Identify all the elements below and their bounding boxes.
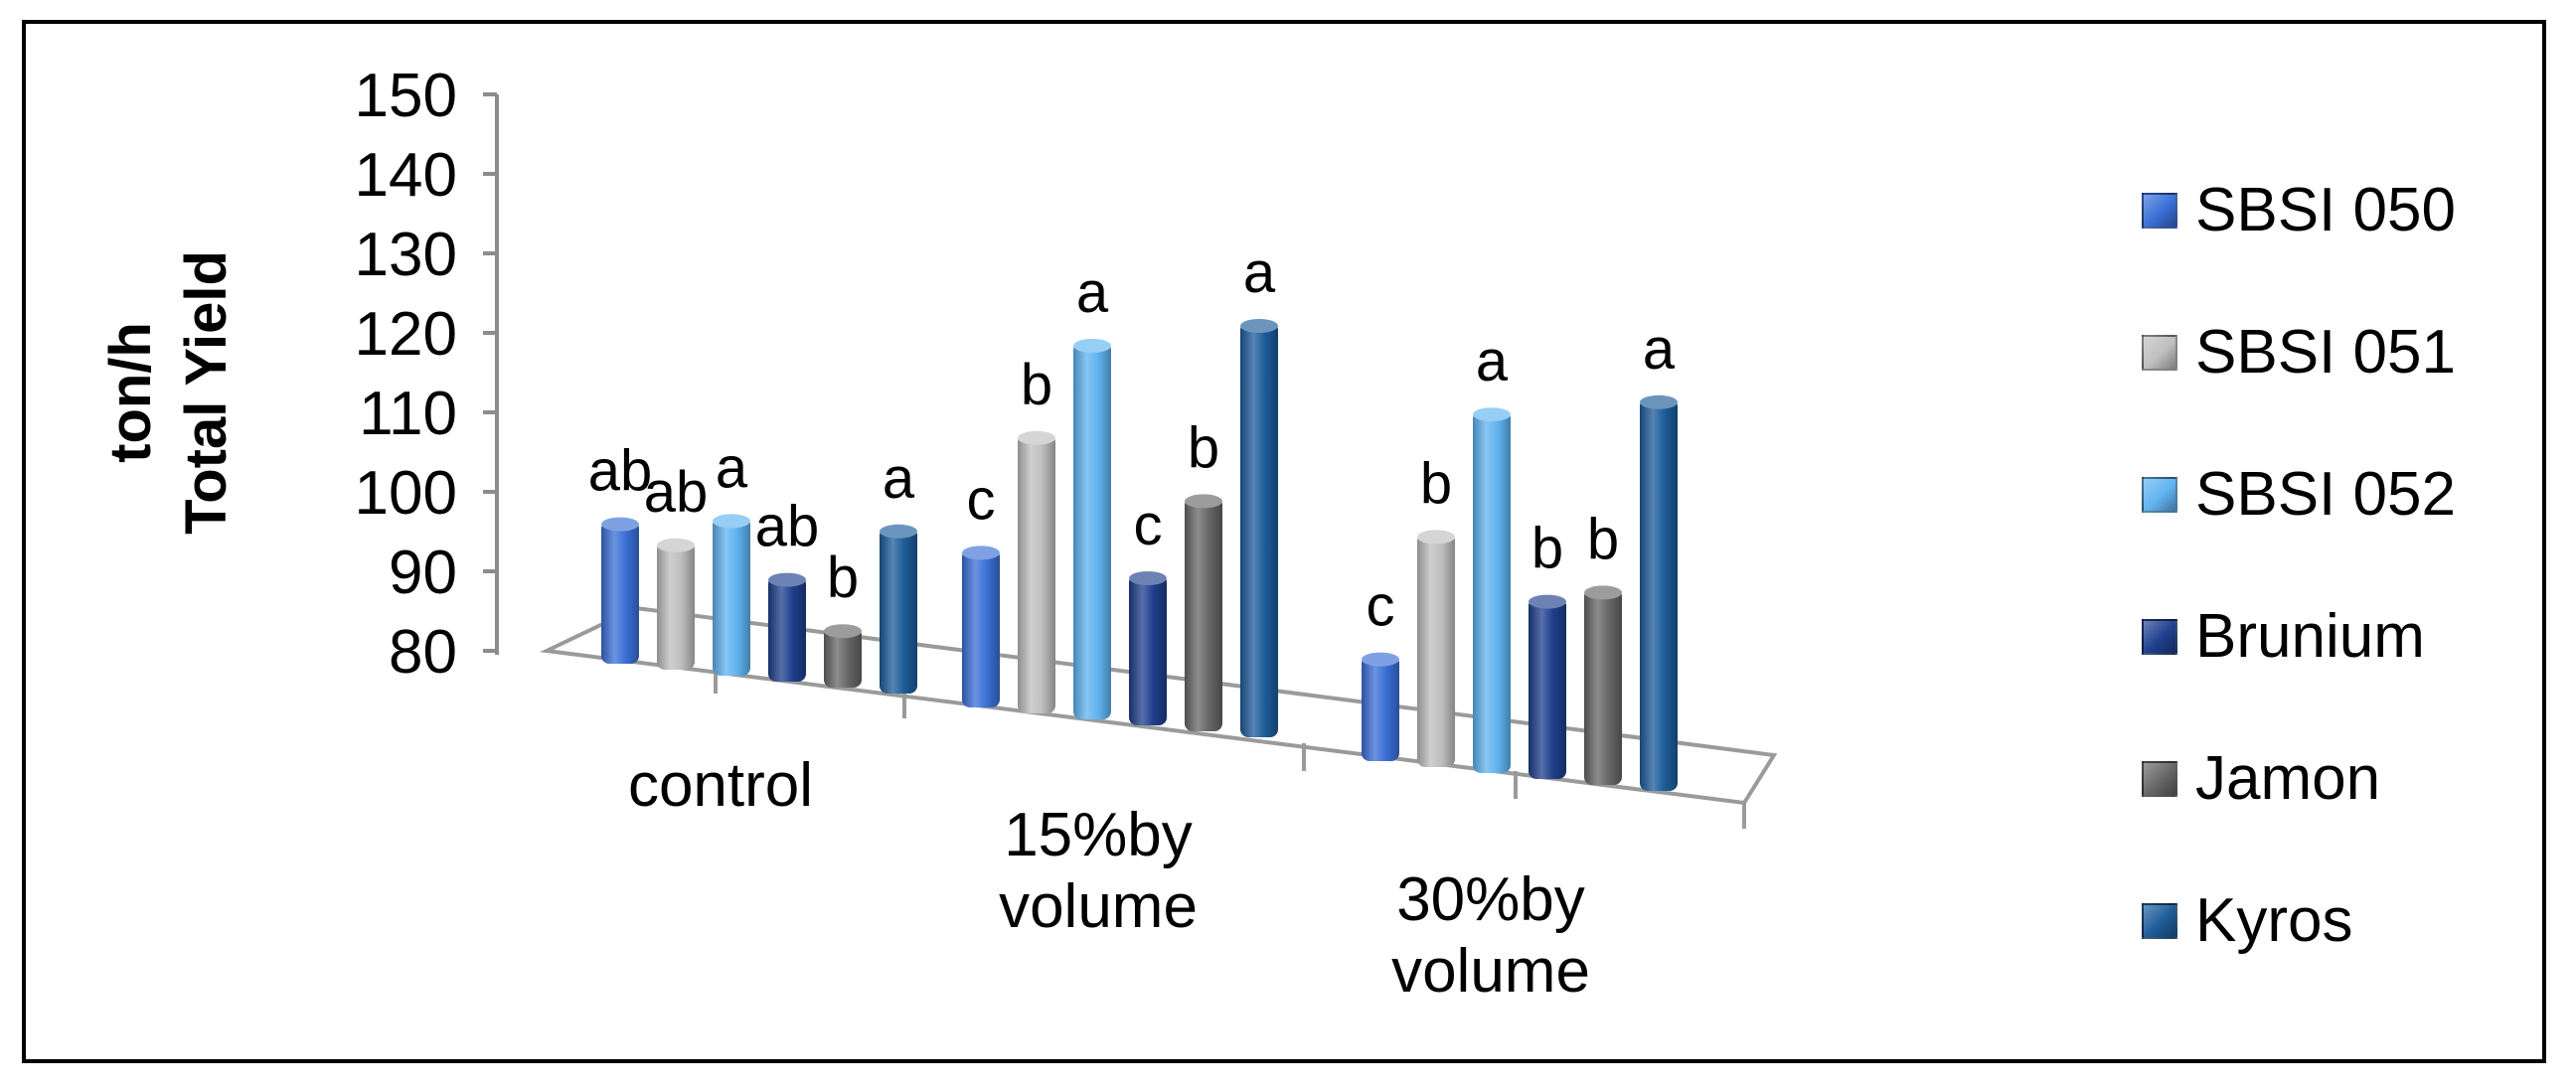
- y-tick-label: 80: [389, 618, 457, 687]
- bar: [1018, 433, 1055, 713]
- bar: [1584, 588, 1622, 785]
- bar: [1240, 322, 1278, 737]
- bar: [962, 548, 1000, 707]
- legend-item-kyros: Kyros: [2142, 850, 2456, 992]
- bar-top: [1018, 430, 1055, 445]
- bar-significance-label: ab: [644, 460, 709, 525]
- y-tick-label: 90: [389, 539, 457, 607]
- bar-top: [1185, 494, 1222, 509]
- legend-label: SBSI 052: [2195, 460, 2456, 529]
- legend-item-sbsi-052: SBSI 052: [2142, 423, 2456, 565]
- y-tick-label: 110: [359, 380, 457, 448]
- bar-significance-label: a: [1643, 317, 1676, 382]
- bar-significance-label: b: [827, 546, 859, 610]
- legend-swatch: [2142, 760, 2177, 797]
- legend-label: Jamon: [2195, 744, 2381, 813]
- legend-swatch: [2142, 618, 2177, 655]
- bar-significance-label: c: [1134, 493, 1163, 557]
- bar-top: [657, 538, 695, 552]
- category-label-15pct: 15%by volume: [999, 801, 1198, 941]
- bar-top: [1473, 407, 1511, 422]
- y-tick-label: 130: [355, 221, 457, 289]
- bar: [1473, 410, 1511, 773]
- bar-significance-label: ab: [755, 495, 820, 559]
- bar-top: [962, 546, 1000, 560]
- bar-top: [880, 524, 917, 539]
- legend-swatch: [2142, 334, 2177, 371]
- legend-item-sbsi-050: SBSI 050: [2142, 139, 2456, 281]
- bar: [1129, 574, 1167, 725]
- legend-swatch: [2142, 476, 2177, 513]
- legend-swatch: [2142, 902, 2177, 939]
- bar-significance-label: a: [1076, 260, 1109, 325]
- y-axis-label: ton/h Total Yield: [93, 250, 244, 535]
- legend-label: Kyros: [2195, 886, 2353, 955]
- y-tick-label: 140: [355, 141, 457, 210]
- bar-top: [1362, 652, 1399, 667]
- bar: [824, 627, 862, 688]
- bar: [1185, 497, 1222, 731]
- bar-top: [1240, 319, 1278, 333]
- bar-significance-label: b: [1531, 517, 1563, 581]
- bar-top: [713, 514, 750, 529]
- bar-significance-label: b: [1420, 451, 1452, 516]
- bar: [768, 575, 806, 682]
- bar-significance-label: b: [1587, 507, 1619, 571]
- bar: [601, 520, 639, 664]
- legend: SBSI 050 SBSI 051 SBSI 052 Brunium Jamon…: [2142, 139, 2456, 992]
- bar-top: [1640, 394, 1678, 409]
- bar-top: [1584, 585, 1622, 600]
- legend-label: SBSI 050: [2195, 176, 2456, 244]
- y-axis-label-line-1: ton/h: [98, 322, 163, 463]
- bar-top: [824, 624, 862, 639]
- bar-top: [1129, 571, 1167, 585]
- bar: [1529, 597, 1566, 779]
- bar: [657, 541, 695, 670]
- bar-significance-label: a: [716, 435, 748, 500]
- bar-significance-label: c: [967, 467, 996, 532]
- bar-significance-label: a: [1243, 240, 1276, 305]
- bar: [1073, 342, 1111, 719]
- bar-significance-label: a: [1476, 329, 1509, 393]
- bar-top: [1073, 339, 1111, 353]
- y-axis-label-line-2: Total Yield: [174, 250, 239, 535]
- legend-swatch: [2142, 192, 2177, 229]
- bar-significance-label: ab: [588, 439, 653, 504]
- bar-significance-label: b: [1188, 415, 1219, 480]
- bar: [1362, 655, 1399, 761]
- bar: [713, 517, 750, 676]
- bar-top: [1529, 594, 1566, 609]
- bar-significance-label: c: [1367, 574, 1395, 639]
- chart-frame: [22, 20, 2546, 1063]
- y-tick-label: 100: [355, 459, 457, 528]
- legend-item-brunium: Brunium: [2142, 565, 2456, 707]
- y-tick-label: 120: [355, 300, 457, 369]
- category-label-30pct: 30%by volume: [1391, 865, 1590, 1006]
- legend-item-jamon: Jamon: [2142, 707, 2456, 850]
- bar-significance-label: a: [883, 446, 915, 511]
- category-label-control: control: [627, 751, 814, 820]
- bar-top: [768, 572, 806, 587]
- bar-top: [1417, 530, 1455, 545]
- y-tick-label: 150: [355, 62, 457, 130]
- legend-label: SBSI 051: [2195, 318, 2456, 387]
- bar: [880, 527, 917, 694]
- bar-significance-label: b: [1021, 353, 1052, 417]
- legend-label: Brunium: [2195, 602, 2425, 671]
- legend-item-sbsi-051: SBSI 051: [2142, 281, 2456, 423]
- bar-top: [601, 517, 639, 532]
- bar: [1640, 397, 1678, 791]
- bar: [1417, 533, 1455, 767]
